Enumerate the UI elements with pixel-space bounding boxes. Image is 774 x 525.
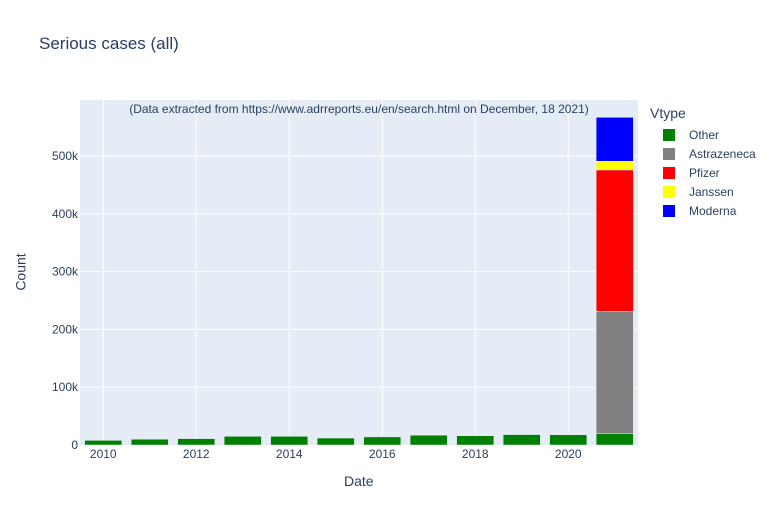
chart-annotation: (Data extracted from https://www.adrrepo… [129,102,589,116]
bar-pfizer-2020 [549,434,588,436]
legend-title: Vtype [650,105,686,121]
x-tick-label: 2014 [276,447,303,461]
bar-other-2020 [549,434,588,446]
legend-label: Janssen [689,184,734,199]
bar-other-2016 [363,436,402,446]
bar-other-2010 [84,440,123,446]
legend-swatch [663,166,675,179]
bar-moderna-2021 [595,117,634,162]
legend-item-astrazeneca[interactable]: Astrazeneca [650,144,756,163]
bar-other-2021 [595,433,634,446]
bar-other-2015 [316,437,355,446]
legend-swatch [663,204,675,217]
bar-other-2019 [502,434,541,446]
bar-janssen-2021 [595,161,634,171]
y-tick-label: 0 [71,438,78,452]
bar-astrazeneca-2021 [595,311,634,434]
bar-other-2018 [456,435,495,446]
bar-pfizer-2021 [595,169,634,312]
bar-other-2012 [177,438,216,446]
x-axis-title: Date [344,473,374,489]
legend-label: Other [689,127,720,142]
x-tick-label: 2020 [555,447,582,461]
y-axis-title: Count [12,253,29,291]
legend-item-other[interactable]: Other [650,125,756,144]
x-tick-label: 2016 [369,447,396,461]
legend-swatch [663,185,675,198]
legend-swatch [663,147,675,160]
y-tick-label: 500k [52,149,79,163]
legend-label: Moderna [689,203,737,218]
legend-items: Other Astrazeneca Pfizer Janssen Moderna [650,125,756,220]
y-tick-label: 400k [52,207,79,221]
chart-title: Serious cases (all) [39,34,179,53]
x-tick-label: 2012 [183,447,210,461]
legend-item-pfizer[interactable]: Pfizer [650,163,756,182]
legend-swatch [663,128,675,141]
legend: Vtype Other Astrazeneca Pfizer Janssen Moder… [650,105,756,220]
legend-item-moderna[interactable]: Moderna [650,201,756,220]
legend-label: Pfizer [689,165,720,180]
plot-background [80,100,638,445]
legend-item-janssen[interactable]: Janssen [650,182,756,201]
bar-other-2011 [130,438,169,446]
legend-label: Astrazeneca [689,146,756,161]
bar-other-2014 [270,436,309,446]
x-tick-label: 2010 [90,447,117,461]
x-tick-label: 2018 [462,447,489,461]
y-tick-label: 100k [52,380,79,394]
y-tick-label: 200k [52,322,79,336]
bar-other-2017 [409,434,448,446]
y-tick-label: 300k [52,265,79,279]
bar-other-2013 [223,436,262,446]
